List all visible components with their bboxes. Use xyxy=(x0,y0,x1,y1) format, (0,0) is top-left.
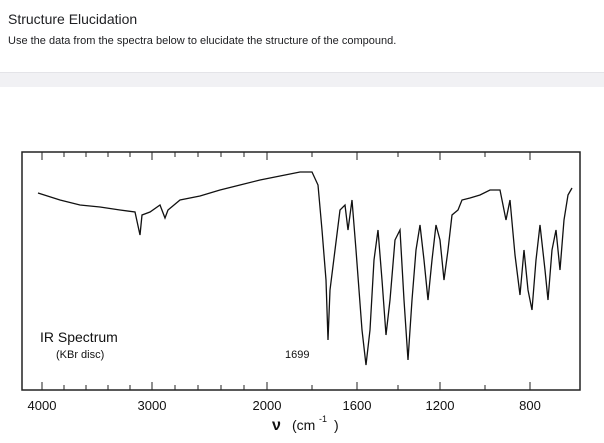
x-tick-label: 2000 xyxy=(253,398,282,413)
spectrum-trace xyxy=(37,171,573,366)
spectrum-label: IR Spectrum xyxy=(40,329,118,345)
axis-symbol: ν xyxy=(272,417,281,434)
page-title: Structure Elucidation xyxy=(8,11,138,27)
frame xyxy=(21,151,581,391)
axis-exponent: -1 xyxy=(319,414,327,424)
peak-label: 1699 xyxy=(285,349,309,361)
axis-close: ) xyxy=(334,417,339,433)
x-tick-label: 4000 xyxy=(28,398,57,413)
instructions: Use the data from the spectra below to e… xyxy=(8,35,397,47)
x-tick-label: 3000 xyxy=(138,398,167,413)
axis-unit: (cm xyxy=(292,417,315,433)
x-tick-label: 800 xyxy=(519,398,541,413)
divider-band xyxy=(0,72,604,87)
x-tick-label: 1600 xyxy=(343,398,372,413)
frame-ticks xyxy=(41,152,531,390)
x-tick-label: 1200 xyxy=(426,398,455,413)
spectrum-sublabel: (KBr disc) xyxy=(56,349,104,361)
